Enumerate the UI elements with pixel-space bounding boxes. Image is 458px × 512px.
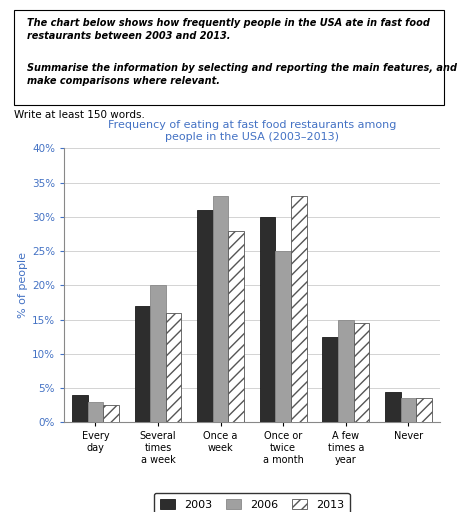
Bar (229, 231, 244, 422)
Bar (354, 323, 369, 422)
Bar (291, 197, 307, 422)
Bar (197, 210, 213, 422)
Bar (322, 337, 338, 422)
Title: Frequency of eating at fast food restaurants among
people in the USA (2003–2013): Frequency of eating at fast food restaur… (108, 120, 396, 142)
Bar (166, 313, 181, 422)
Bar (401, 398, 416, 422)
Text: The chart below shows how frequently people in the USA ate in fast food
restaura: The chart below shows how frequently peo… (27, 18, 430, 41)
Bar (385, 392, 401, 422)
Bar (135, 306, 150, 422)
Y-axis label: % of people: % of people (18, 252, 28, 318)
Bar (213, 197, 229, 422)
Bar (275, 251, 291, 422)
Legend: 2003, 2006, 2013: 2003, 2006, 2013 (154, 493, 349, 512)
Bar (103, 406, 119, 422)
Bar (150, 286, 166, 422)
Bar (72, 395, 87, 422)
Text: Write at least 150 words.: Write at least 150 words. (14, 110, 145, 120)
Bar (260, 217, 275, 422)
Bar (416, 398, 432, 422)
Bar (87, 402, 103, 422)
FancyBboxPatch shape (14, 10, 444, 105)
Bar (338, 319, 354, 422)
Text: Summarise the information by selecting and reporting the main features, and
make: Summarise the information by selecting a… (27, 63, 457, 87)
